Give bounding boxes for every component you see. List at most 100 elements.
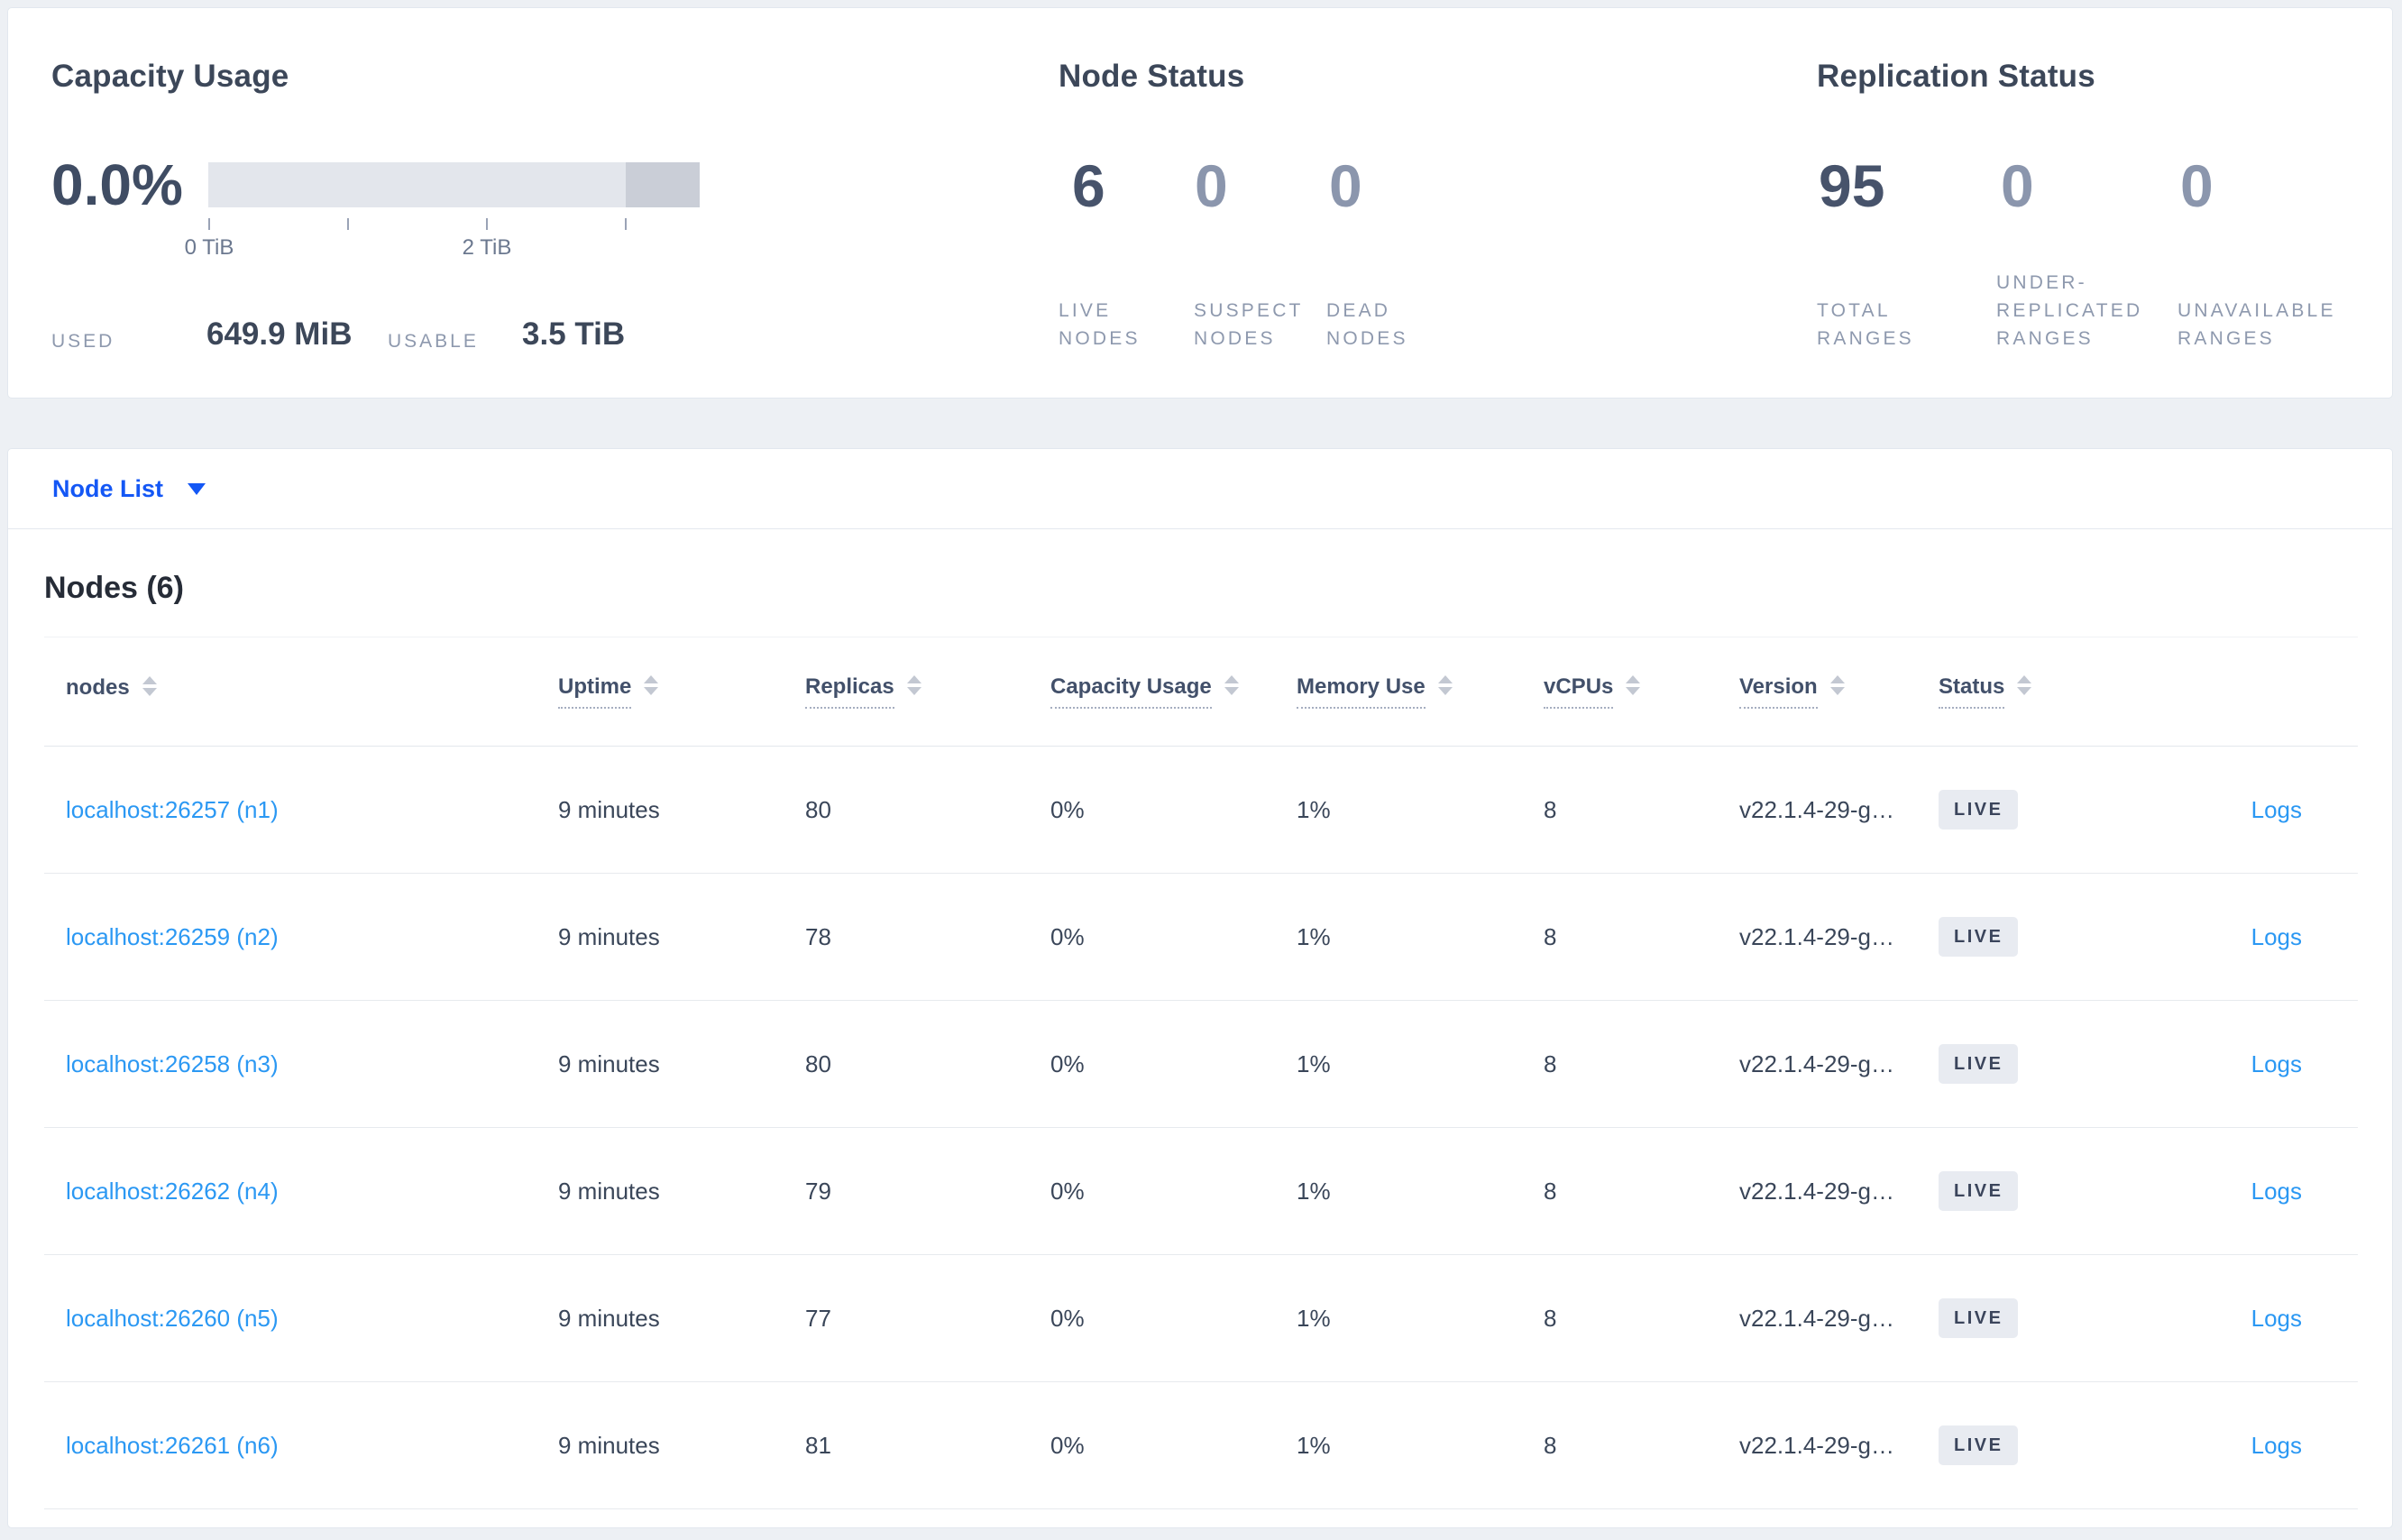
under-replicated-ranges-count: 0: [2001, 152, 2034, 219]
capacity-percent: 0.0%: [51, 152, 183, 217]
status-badge: LIVE: [1939, 790, 2019, 830]
column-header-capacity-usage[interactable]: Capacity Usage: [1050, 674, 1297, 709]
capacity-usage-bar: [208, 162, 700, 207]
nodes-section-title: Nodes (6): [44, 571, 184, 605]
sort-icon: [1437, 674, 1453, 695]
vcpus-cell: 8: [1544, 1304, 1557, 1332]
capacity-usage-cell: 0%: [1050, 795, 1085, 823]
replication-status-title: Replication Status: [1817, 59, 2095, 94]
node-link[interactable]: localhost:26260 (n5): [66, 1304, 279, 1332]
status-badge: LIVE: [1939, 1171, 2019, 1211]
memory-use-cell: 1%: [1297, 795, 1331, 823]
status-badge: LIVE: [1939, 1044, 2019, 1084]
column-header-label: Status: [1939, 674, 2005, 709]
caret-down-icon[interactable]: [188, 482, 206, 495]
nodes-table-body: localhost:26257 (n1) 9 minutes 80 0% 1% …: [44, 747, 2358, 1509]
status-badge: LIVE: [1939, 1298, 2019, 1338]
capacity-usage-cell: 0%: [1050, 1304, 1085, 1332]
uptime-cell: 9 minutes: [558, 1304, 660, 1332]
table-row: localhost:26257 (n1) 9 minutes 80 0% 1% …: [44, 747, 2358, 874]
uptime-cell: 9 minutes: [558, 1050, 660, 1077]
vcpus-cell: 8: [1544, 1177, 1557, 1205]
suspect-nodes-label: SUSPECT NODES: [1194, 300, 1304, 349]
sort-icon: [2017, 674, 2032, 695]
table-row: localhost:26262 (n4) 9 minutes 79 0% 1% …: [44, 1128, 2358, 1255]
table-row: localhost:26261 (n6) 9 minutes 81 0% 1% …: [44, 1382, 2358, 1509]
column-header-uptime[interactable]: Uptime: [558, 674, 805, 709]
column-header-nodes[interactable]: nodes: [44, 675, 558, 708]
logs-link[interactable]: Logs: [2251, 795, 2302, 823]
column-header-label: Uptime: [558, 674, 632, 709]
unavailable-ranges-count: 0: [2180, 152, 2214, 219]
unavailable-ranges-label: UNAVAILABLE RANGES: [2177, 300, 2336, 349]
capacity-usage-cell: 0%: [1050, 1431, 1085, 1459]
logs-link[interactable]: Logs: [2251, 1050, 2302, 1077]
vcpus-cell: 8: [1544, 795, 1557, 823]
column-header-status[interactable]: Status: [1939, 674, 2147, 709]
under-replicated-ranges-label: UNDER-REPLICATED RANGES: [1996, 272, 2143, 349]
memory-use-cell: 1%: [1297, 1050, 1331, 1077]
column-header-label: Memory Use: [1297, 674, 1426, 709]
memory-use-cell: 1%: [1297, 922, 1331, 950]
status-badge: LIVE: [1939, 917, 2019, 957]
logs-link[interactable]: Logs: [2251, 1431, 2302, 1459]
nodes-table: nodes Uptime Replicas Capacity Usage Memory …: [44, 637, 2358, 1509]
node-link[interactable]: localhost:26262 (n4): [66, 1177, 279, 1205]
axis-tick: [625, 218, 627, 230]
used-label: USED: [51, 331, 115, 352]
memory-use-cell: 1%: [1297, 1304, 1331, 1332]
replicas-cell: 80: [805, 795, 831, 823]
table-row: localhost:26259 (n2) 9 minutes 78 0% 1% …: [44, 874, 2358, 1001]
usable-label: USABLE: [388, 331, 479, 352]
version-cell: v22.1.4-29-g…: [1739, 922, 1894, 950]
node-list-dropdown[interactable]: Node List: [52, 474, 164, 502]
logs-link[interactable]: Logs: [2251, 1177, 2302, 1205]
axis-tick: [347, 218, 349, 230]
column-header-replicas[interactable]: Replicas: [805, 674, 1050, 709]
node-link[interactable]: localhost:26258 (n3): [66, 1050, 279, 1077]
node-link[interactable]: localhost:26259 (n2): [66, 922, 279, 950]
status-badge: LIVE: [1939, 1425, 2019, 1465]
uptime-cell: 9 minutes: [558, 1431, 660, 1459]
version-cell: v22.1.4-29-g…: [1739, 1050, 1894, 1077]
node-link[interactable]: localhost:26257 (n1): [66, 795, 279, 823]
sort-icon: [906, 674, 921, 695]
capacity-bar-highlight: [626, 162, 700, 207]
replicas-cell: 79: [805, 1177, 831, 1205]
uptime-cell: 9 minutes: [558, 922, 660, 950]
total-ranges-count: 95: [1819, 152, 1885, 219]
column-header-label: Capacity Usage: [1050, 674, 1212, 709]
column-header-memory-use[interactable]: Memory Use: [1297, 674, 1544, 709]
used-value: 649.9 MiB: [206, 316, 353, 352]
version-cell: v22.1.4-29-g…: [1739, 1304, 1894, 1332]
axis-tick: [486, 218, 488, 230]
capacity-usage-title: Capacity Usage: [51, 59, 289, 94]
nodes-table-header: nodes Uptime Replicas Capacity Usage Memory …: [44, 637, 2358, 747]
view-selector-row: Node List: [8, 449, 2392, 529]
dead-nodes-count: 0: [1329, 152, 1362, 219]
column-header-vcpus[interactable]: vCPUs: [1544, 674, 1739, 709]
table-row: localhost:26260 (n5) 9 minutes 77 0% 1% …: [44, 1255, 2358, 1382]
replicas-cell: 77: [805, 1304, 831, 1332]
axis-tick-label: 2 TiB: [462, 235, 512, 260]
node-status-title: Node Status: [1059, 59, 1245, 94]
column-header-version[interactable]: Version: [1739, 674, 1939, 709]
logs-link[interactable]: Logs: [2251, 1304, 2302, 1332]
capacity-usage-cell: 0%: [1050, 1050, 1085, 1077]
live-nodes-count: 6: [1072, 152, 1105, 219]
column-header-label: vCPUs: [1544, 674, 1614, 709]
capacity-usage-cell: 0%: [1050, 1177, 1085, 1205]
vcpus-cell: 8: [1544, 1050, 1557, 1077]
logs-link[interactable]: Logs: [2251, 922, 2302, 950]
sort-icon: [142, 675, 157, 696]
version-cell: v22.1.4-29-g…: [1739, 1431, 1894, 1459]
memory-use-cell: 1%: [1297, 1431, 1331, 1459]
axis-tick: [208, 218, 210, 230]
dead-nodes-label: DEAD NODES: [1326, 300, 1408, 349]
capacity-usage-cell: 0%: [1050, 922, 1085, 950]
version-cell: v22.1.4-29-g…: [1739, 795, 1894, 823]
column-header-label: Version: [1739, 674, 1818, 709]
node-link[interactable]: localhost:26261 (n6): [66, 1431, 279, 1459]
column-header-label: nodes: [66, 675, 130, 700]
sort-icon: [644, 674, 659, 695]
